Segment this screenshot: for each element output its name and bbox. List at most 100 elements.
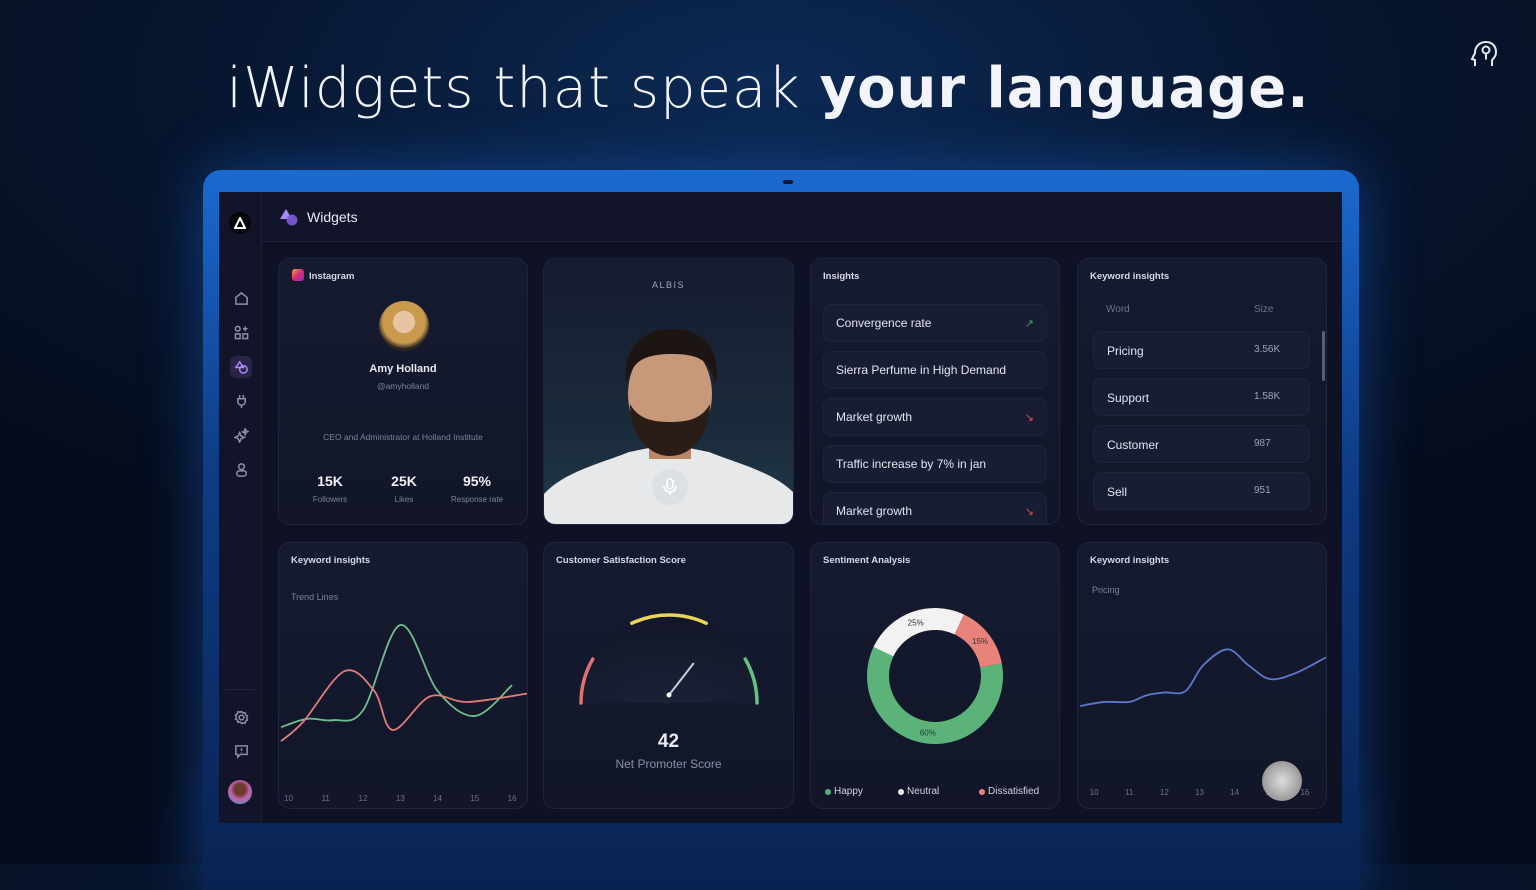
x-tick-label: 13 xyxy=(1195,788,1204,797)
legend-label: Happy xyxy=(834,786,863,797)
nps-gauge xyxy=(579,613,759,705)
legend-dot xyxy=(979,788,985,795)
insights-card: Insights Convergence rate ↗ Sierra Perfume… xyxy=(810,258,1060,525)
fingerprint-button[interactable] xyxy=(1262,761,1302,801)
gauge-arc-1 xyxy=(630,613,708,625)
avatar-label: ALBIS xyxy=(651,280,685,290)
legend-dot xyxy=(825,788,831,795)
sidebar-item-profile[interactable] xyxy=(230,458,252,480)
keyword-word: Pricing xyxy=(1107,344,1144,358)
gauge-needle xyxy=(668,662,695,696)
ai-avatar-card: ALBIS xyxy=(543,258,794,525)
top-bar: Widgets xyxy=(262,192,1342,242)
x-tick-label: 14 xyxy=(1230,788,1239,797)
chart-title: Sentiment Analysis xyxy=(823,555,911,566)
series-line-0 xyxy=(1079,648,1326,707)
insight-item[interactable]: Sierra Perfume in High Demand xyxy=(823,351,1047,389)
keyword-row[interactable]: Sell 951 xyxy=(1093,472,1310,510)
keyword-row[interactable]: Pricing 3.56K xyxy=(1093,331,1310,369)
avatar-portrait xyxy=(544,329,793,524)
stat-label: Followers xyxy=(312,495,348,504)
legend-happy: Happy xyxy=(825,786,863,797)
x-tick-label: 16 xyxy=(508,794,517,803)
head-keyhole-icon xyxy=(1470,40,1498,66)
gauge-arc-0 xyxy=(579,657,595,705)
x-tick-label: 13 xyxy=(396,794,405,803)
series-line-1 xyxy=(280,669,527,742)
series-line-0 xyxy=(280,624,513,729)
sidebar xyxy=(219,192,262,823)
donut-slice-neutral xyxy=(873,608,964,657)
sidebar-item-integrations[interactable] xyxy=(230,390,252,412)
instagram-icon xyxy=(292,269,304,281)
user-avatar[interactable] xyxy=(228,780,252,804)
trend-up-icon: ↗ xyxy=(1024,317,1034,330)
sidebar-divider xyxy=(225,689,255,690)
col-header-size: Size xyxy=(1254,304,1274,315)
headline-bold: your language. xyxy=(819,56,1310,121)
insight-item[interactable]: Market growth ↘ xyxy=(823,398,1047,436)
user-icon xyxy=(235,462,247,477)
nps-label: Net Promoter Score xyxy=(615,757,722,771)
insight-text: Sierra Perfume in High Demand xyxy=(836,363,1007,377)
gauge-needle-pivot xyxy=(666,692,672,698)
keyword-size: 3.56K xyxy=(1254,344,1281,355)
plug-icon xyxy=(236,394,246,408)
keyword-row[interactable]: Customer 987 xyxy=(1093,425,1310,463)
insights-title: Insights xyxy=(823,271,860,282)
stat-label: Response rate xyxy=(450,495,504,504)
insight-text: Traffic increase by 7% in jan xyxy=(836,457,987,471)
x-tick-label: 10 xyxy=(1090,788,1099,797)
microphone-button[interactable] xyxy=(652,469,688,505)
x-tick-label: 16 xyxy=(1300,788,1309,797)
x-tick-label: 10 xyxy=(284,794,293,803)
trend-down-icon: ↘ xyxy=(1024,411,1034,424)
sidebar-item-settings[interactable] xyxy=(230,706,252,728)
trend-down-icon: ↘ xyxy=(1024,505,1034,518)
app-logo[interactable] xyxy=(229,212,251,234)
sidebar-item-widgets[interactable] xyxy=(230,356,252,378)
donut-slice-dissatisfied xyxy=(954,614,1002,668)
widgets-logo-icon xyxy=(280,208,298,225)
keyword-size: 1.58K xyxy=(1254,391,1281,402)
sidebar-item-home[interactable] xyxy=(230,287,252,309)
profile-bio: CEO and Administrator at Holland Institu… xyxy=(323,432,483,442)
insight-item[interactable]: Convergence rate ↗ xyxy=(823,304,1047,342)
sidebar-item-feedback[interactable] xyxy=(230,740,252,762)
slice-label: 15% xyxy=(972,637,988,646)
gauge-arc-2 xyxy=(743,657,759,705)
sidebar-item-apps[interactable] xyxy=(230,321,252,343)
sentiment-donut: 60% 25% 15% xyxy=(867,608,1003,744)
x-tick-label: 15 xyxy=(470,794,479,803)
chart-title: Keyword insights xyxy=(1090,555,1170,566)
sidebar-item-ai[interactable] xyxy=(230,424,252,446)
widgets-icon xyxy=(233,360,248,374)
donut-slice-happy xyxy=(867,647,1003,744)
scrollbar-thumb[interactable] xyxy=(1322,331,1325,381)
legend-neutral: Neutral xyxy=(898,786,939,797)
keyword-table-card: Keyword insights Word Size Pricing 3.56K S… xyxy=(1077,258,1327,525)
trend-lines-card: Keyword insights Trend Lines 10 11 12 13 14 1… xyxy=(278,542,528,809)
headline-regular: iWidgets that speak xyxy=(226,56,820,121)
x-tick-label: 12 xyxy=(1160,788,1169,797)
slice-label: 60% xyxy=(920,729,936,738)
insight-item[interactable]: Traffic increase by 7% in jan xyxy=(823,445,1047,483)
camera-notch xyxy=(783,180,793,184)
stat-response-rate: 95% Response rate xyxy=(437,473,517,504)
keyword-row[interactable]: Support 1.58K xyxy=(1093,378,1310,416)
keyword-word: Support xyxy=(1107,391,1150,405)
feedback-icon xyxy=(234,744,248,759)
keyword-size: 987 xyxy=(1254,438,1271,449)
insight-item[interactable]: Market growth ↘ xyxy=(823,492,1047,524)
instagram-card: Instagram Amy Holland @amyholland CEO an… xyxy=(278,258,528,525)
app-window: Widgets Instagram Amy Holland @amyhollan… xyxy=(219,192,1342,823)
keyword-table-title: Keyword insights xyxy=(1090,271,1170,282)
profile-handle: @amyholland xyxy=(376,381,430,391)
page-title: Widgets xyxy=(307,208,358,225)
stat-label: Likes xyxy=(394,495,414,504)
headline: iWidgets that speak your language. xyxy=(0,56,1536,121)
x-tick-label: 11 xyxy=(1125,788,1134,797)
sparkles-icon xyxy=(233,427,249,443)
legend-dot xyxy=(898,788,904,795)
